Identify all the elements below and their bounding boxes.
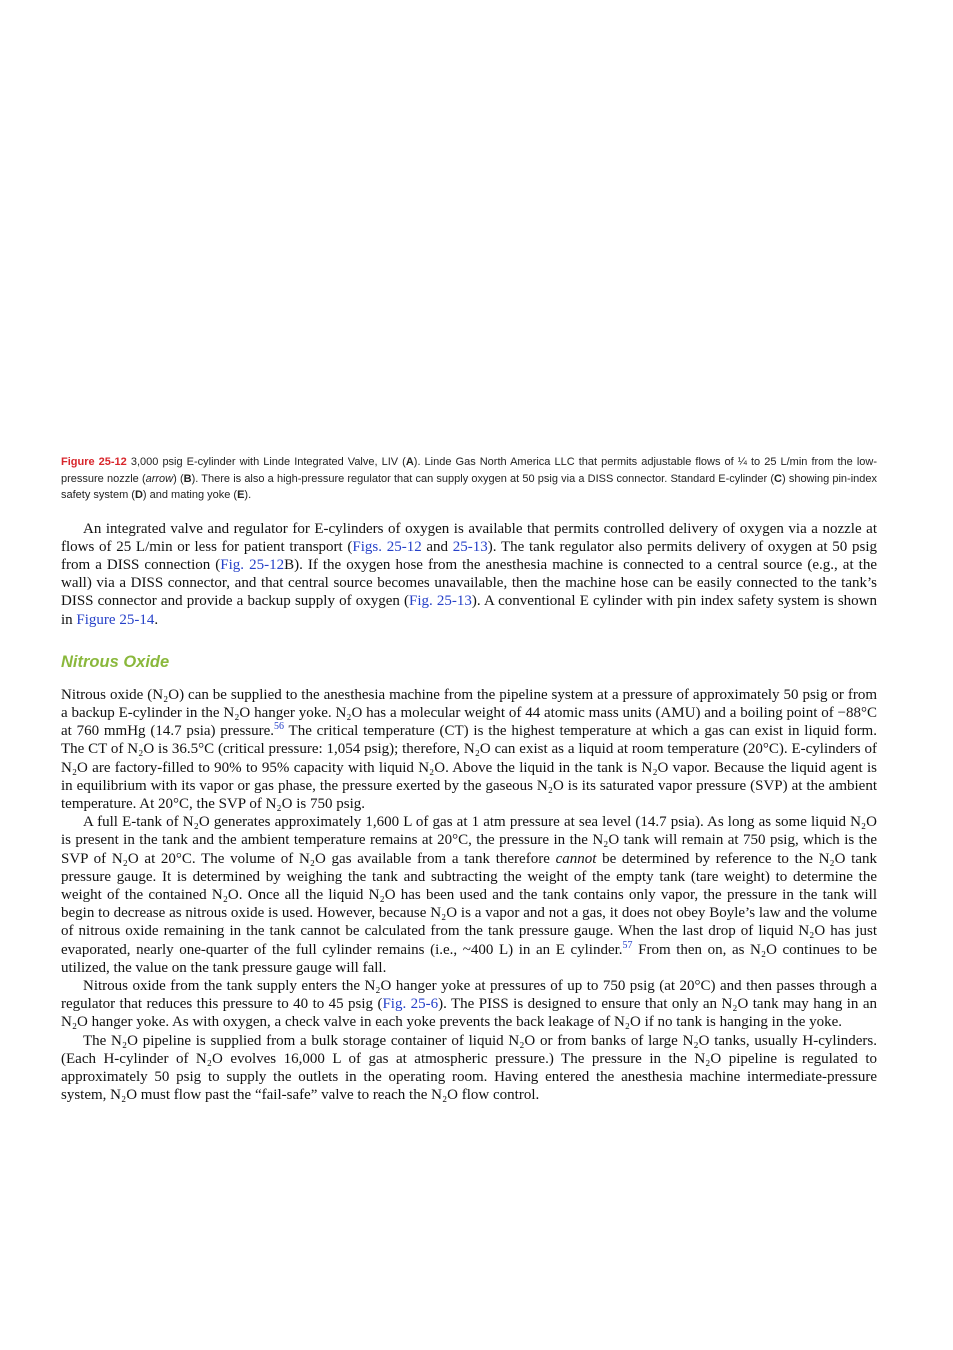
text-run: E xyxy=(237,489,245,501)
paragraph: An integrated valve and regulator for E-… xyxy=(61,520,877,629)
text-run: A xyxy=(405,456,414,468)
text-run: ). xyxy=(244,489,252,501)
text-run: Nitrous oxide from the tank supply enter… xyxy=(61,977,877,1013)
cross-reference[interactable]: Fig. 25-6 xyxy=(382,996,439,1013)
text-run: D xyxy=(134,489,143,501)
text-run: ). The tank regulator also permits deliv… xyxy=(61,538,877,573)
text-run: cannot xyxy=(555,850,597,867)
text-run: C xyxy=(774,472,782,485)
paragraph: A full E-tank of N₂O generates approxima… xyxy=(61,813,877,977)
text-run: . xyxy=(154,611,159,628)
text-run: The N₂O pipeline is supplied from a bulk… xyxy=(61,1032,877,1104)
text-run: A full E-tank of N₂O generates approxima… xyxy=(61,814,877,867)
text-run: 3,000 psig E-cylinder with Linde Integra… xyxy=(126,456,406,468)
text-run: ) showing pin-index safety system ( xyxy=(61,472,877,502)
text-run: The critical temperature (CT) is the hig… xyxy=(61,723,877,812)
text-run: Nitrous oxide (N₂O) can be supplied to t… xyxy=(61,686,877,740)
cross-reference[interactable]: Figs. 25-12 xyxy=(352,538,422,555)
citation: 56 xyxy=(274,721,285,733)
text-run: An integrated valve and regulator for E-… xyxy=(61,520,877,555)
paragraph: Nitrous oxide from the tank supply enter… xyxy=(61,977,877,1032)
text-run: From then on, as N₂O continues to be uti… xyxy=(61,941,877,976)
text-run: Figure 25-12 xyxy=(61,456,127,468)
text-run: arrow xyxy=(145,472,174,485)
section-heading: Nitrous Oxide xyxy=(61,652,170,671)
text-run: ). There is also a high-pressure regulat… xyxy=(191,472,775,485)
text-run: and xyxy=(421,538,453,555)
cross-reference[interactable]: 25-13 xyxy=(452,538,488,555)
text-run: B xyxy=(183,472,192,485)
text-run: ). Linde Gas North America LLC that perm… xyxy=(61,456,878,485)
text-run: ). A conventional E cylinder with pin in… xyxy=(61,593,877,628)
paragraph: The N₂O pipeline is supplied from a bulk… xyxy=(61,1032,877,1105)
citation: 57 xyxy=(622,939,633,951)
cross-reference[interactable]: Fig. 25-13 xyxy=(409,593,472,610)
text-run: ) ( xyxy=(173,472,184,485)
text-run: ) and mating yoke ( xyxy=(142,489,238,501)
cross-reference[interactable]: Figure 25-14 xyxy=(76,611,155,628)
section-body: Nitrous oxide (N₂O) can be supplied to t… xyxy=(61,686,877,1105)
text-run: B). If the oxygen hose from the anesthes… xyxy=(61,556,877,610)
figure-caption: Figure 25-12 3,000 psig E-cylinder with … xyxy=(61,454,877,504)
content: Figure 25-12 3,000 psig E-cylinder with … xyxy=(61,454,877,1104)
text-run: be determined by reference to the N₂O ta… xyxy=(61,850,877,958)
text-run: ). The PISS is designed to ensure that o… xyxy=(61,996,877,1031)
paragraph: Nitrous oxide (N₂O) can be supplied to t… xyxy=(61,686,877,813)
cross-reference[interactable]: Fig. 25-12 xyxy=(220,556,285,573)
